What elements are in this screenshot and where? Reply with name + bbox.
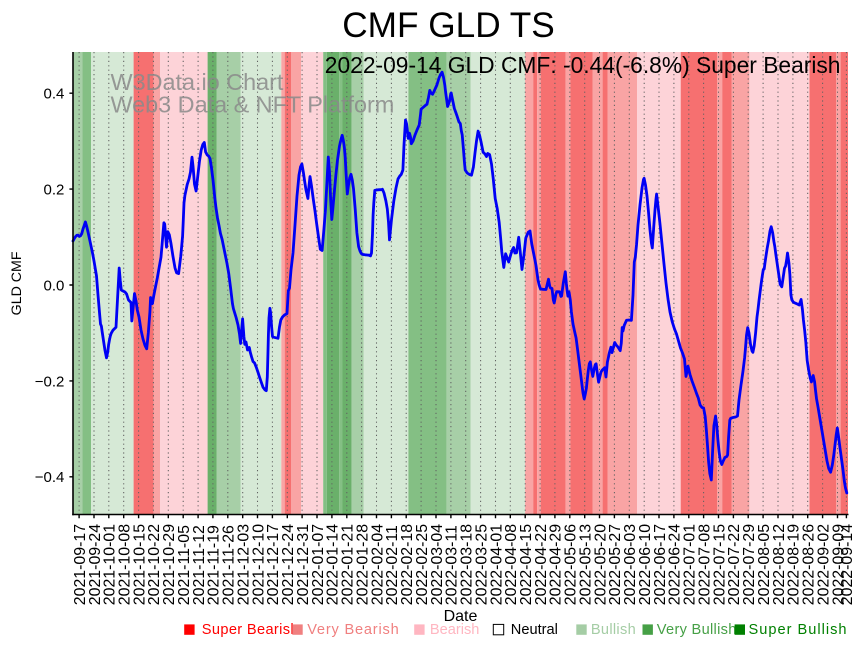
svg-text:2022-04-01: 2022-04-01 [488,524,505,605]
svg-text:2021-11-19: 2021-11-19 [206,525,223,605]
svg-text:2022-01-28: 2022-01-28 [354,524,371,605]
svg-text:2022-03-18: 2022-03-18 [459,524,476,605]
svg-text:2022-09-14: 2022-09-14 [839,524,856,605]
svg-text:2022-05-06: 2022-05-06 [563,524,580,605]
svg-text:2021-12-24: 2021-12-24 [280,524,297,605]
svg-text:2022-08-12: 2022-08-12 [771,524,788,605]
svg-text:2021-11-12: 2021-11-12 [191,525,208,605]
svg-text:2021-10-08: 2021-10-08 [117,524,134,605]
svg-text:2021-10-01: 2021-10-01 [102,524,119,605]
svg-text:2022-02-18: 2022-02-18 [399,524,416,605]
svg-text:2022-01-07: 2022-01-07 [310,524,327,605]
svg-text:2022-05-27: 2022-05-27 [607,524,624,605]
svg-text:2022-07-08: 2022-07-08 [696,524,713,605]
svg-text:2021-10-29: 2021-10-29 [161,524,178,605]
svg-text:2021-12-31: 2021-12-31 [295,524,312,605]
svg-text:CMF GLD TS: CMF GLD TS [342,6,554,45]
svg-text:2022-08-05: 2022-08-05 [756,524,773,605]
svg-text:2022-09-14 GLD CMF: -0.44(-6.8: 2022-09-14 GLD CMF: -0.44(-6.8%) Super B… [325,52,841,78]
svg-text:2022-02-04: 2022-02-04 [369,524,386,605]
svg-text:GLD CMF: GLD CMF [9,251,25,315]
svg-text:−0.4: −0.4 [35,469,65,486]
svg-text:2022-06-03: 2022-06-03 [622,524,639,605]
svg-text:2021-11-26: 2021-11-26 [221,525,238,605]
svg-text:2022-01-21: 2022-01-21 [340,524,357,605]
svg-text:2021-09-17: 2021-09-17 [72,524,89,605]
svg-text:2021-12-17: 2021-12-17 [265,524,282,605]
svg-text:2022-03-11: 2022-03-11 [444,525,461,605]
svg-text:0.2: 0.2 [44,182,65,199]
svg-text:2021-10-22: 2021-10-22 [146,524,163,605]
svg-text:0.0: 0.0 [44,277,65,294]
svg-text:2022-06-10: 2022-06-10 [637,524,654,605]
svg-text:2022-01-14: 2022-01-14 [325,524,342,605]
svg-text:2022-03-25: 2022-03-25 [473,524,490,605]
svg-text:2021-11-05: 2021-11-05 [176,525,193,605]
svg-text:2022-07-01: 2022-07-01 [682,524,699,605]
svg-text:Bearish: Bearish [430,622,479,638]
svg-text:2022-07-15: 2022-07-15 [711,524,728,605]
svg-text:2022-07-29: 2022-07-29 [741,524,758,605]
svg-text:2021-12-10: 2021-12-10 [250,524,267,605]
svg-text:2022-04-08: 2022-04-08 [503,524,520,605]
svg-text:2022-04-15: 2022-04-15 [518,524,535,605]
svg-text:2021-09-24: 2021-09-24 [87,524,104,605]
svg-text:Super Bearish: Super Bearish [202,622,299,638]
svg-text:2022-09-02: 2022-09-02 [815,524,832,605]
svg-text:−0.2: −0.2 [35,373,65,390]
svg-text:2022-05-20: 2022-05-20 [592,524,609,605]
svg-text:2022-07-22: 2022-07-22 [726,524,743,605]
svg-text:2022-09-09: 2022-09-09 [830,524,847,605]
svg-text:2022-06-17: 2022-06-17 [652,524,669,605]
svg-text:2022-05-13: 2022-05-13 [578,524,595,605]
svg-text:Very Bullish: Very Bullish [657,622,737,638]
svg-text:2022-04-22: 2022-04-22 [533,524,550,605]
svg-text:Date: Date [444,608,478,625]
svg-text:Bullish: Bullish [591,622,636,638]
svg-text:2022-08-26: 2022-08-26 [801,524,818,605]
svg-text:2022-03-04: 2022-03-04 [429,524,446,605]
svg-text:2022-02-11: 2022-02-11 [384,525,401,605]
svg-text:W3Data.io Chart: W3Data.io Chart [111,69,284,95]
svg-text:2022-04-29: 2022-04-29 [548,524,565,605]
svg-text:2021-12-03: 2021-12-03 [236,524,253,605]
svg-text:2022-02-25: 2022-02-25 [414,524,431,605]
svg-text:2021-10-15: 2021-10-15 [131,524,148,605]
svg-text:0.4: 0.4 [44,86,65,103]
svg-text:Very Bearish: Very Bearish [307,622,399,638]
svg-text:Super Bullish: Super Bullish [749,622,848,638]
svg-text:2022-06-24: 2022-06-24 [667,524,684,605]
svg-text:2022-08-19: 2022-08-19 [786,524,803,605]
svg-text:Neutral: Neutral [511,622,558,638]
svg-text:Web3 Data & NFT Platform: Web3 Data & NFT Platform [111,91,395,117]
